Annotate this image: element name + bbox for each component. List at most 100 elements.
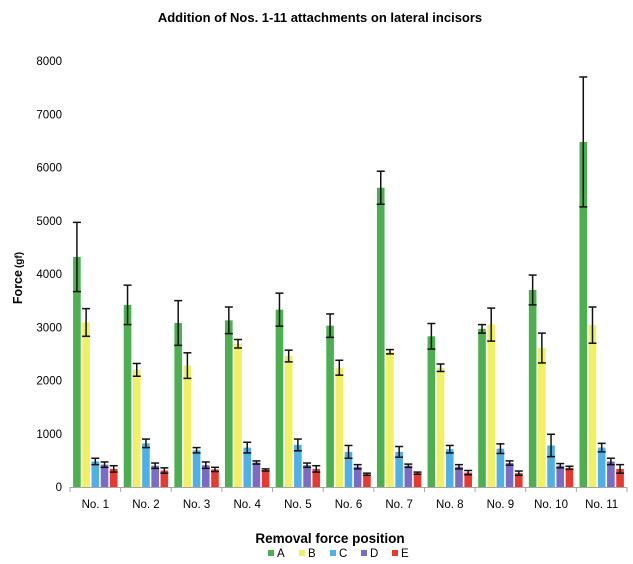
bar-d-5 [303,465,311,487]
error-bar-d-6 [353,463,362,470]
bar-b-1 [82,322,90,487]
error-bar-e-5 [312,464,321,473]
bar-c-8 [445,449,454,487]
chart-title: Addition of Nos. 1-11 attachments on lat… [158,10,482,25]
y-axis-ticks: 0 1000 2000 3000 4000 5000 6000 7000 8000 [36,56,62,494]
x-tick-label: No. 4 [233,499,261,511]
bar-e-7 [413,473,422,487]
y-tick-label: 8000 [36,56,62,68]
y-tick-label: 4000 [36,269,62,281]
error-bar-a-1 [72,221,81,293]
error-bar-d-2 [151,462,160,470]
x-tick-label: No. 7 [385,499,413,511]
error-bar-e-4 [261,468,270,472]
error-bar-a-2 [123,284,132,326]
error-bar-d-1 [100,461,109,469]
bar-b-3 [183,365,192,487]
bar-d-6 [353,466,362,487]
error-bar-e-1 [109,464,118,473]
bar-e-6 [363,474,371,487]
error-bar-a-4 [224,306,233,335]
legend-label-b: B [308,548,316,560]
error-bar-d-3 [201,461,210,470]
bar-a-4 [225,320,233,487]
error-bar-d-9 [505,460,514,466]
bar-a-11 [579,141,588,487]
bars-group [73,141,624,488]
bar-d-3 [201,465,210,487]
bar-e-10 [565,467,574,487]
bar-e-9 [515,473,523,487]
bar-e-2 [160,470,169,487]
bar-e-11 [616,468,624,487]
bar-a-3 [174,322,182,487]
error-bar-d-11 [606,457,615,466]
bar-d-10 [556,465,565,487]
error-bar-c-5 [293,438,302,452]
x-tick-label: No. 6 [335,499,363,511]
bar-a-5 [275,309,284,487]
bar-e-1 [109,468,118,487]
legend-label-e: E [401,548,409,560]
error-bar-d-4 [252,460,261,465]
error-bar-a-9 [478,323,487,334]
error-bar-d-8 [454,463,463,470]
bar-e-8 [464,472,472,487]
bar-c-11 [597,447,606,487]
bar-c-2 [142,443,150,487]
bar-a-9 [478,328,486,487]
bar-b-11 [588,325,597,487]
x-tick-label: No. 5 [284,499,312,511]
error-bar-e-10 [565,465,574,471]
bar-a-2 [123,304,132,487]
bar-e-5 [312,468,321,487]
error-bar-a-11 [579,76,588,208]
bar-c-6 [344,451,353,487]
svg-text:Force(gf): Force (gf) [11,252,25,304]
y-tick-label: 5000 [36,216,62,228]
error-bar-e-9 [514,470,523,477]
error-bar-b-8 [436,363,445,373]
error-bar-e-7 [413,471,422,475]
error-bar-b-5 [284,349,293,363]
bar-a-8 [427,336,436,487]
error-bar-b-4 [234,338,243,349]
bar-d-2 [151,465,159,487]
legend: A B C D E [268,548,409,560]
y-tick-label: 3000 [36,322,62,334]
legend-swatch-a [268,550,274,556]
x-tick-label: No. 9 [487,499,515,511]
x-axis-ticks: No. 1 No. 2 No. 3 No. 4 No. 5 No. 6 No. 7 No. 8… [69,487,628,511]
error-bar-b-11 [588,306,597,344]
x-tick-label: No. 8 [436,499,464,511]
bar-c-7 [395,451,403,487]
y-tick-label: 6000 [36,163,62,175]
y-tick-label: 2000 [36,376,62,388]
error-bar-c-1 [91,457,100,466]
error-bar-b-2 [132,362,141,377]
bar-a-1 [73,256,81,487]
bar-d-8 [455,466,463,487]
bar-b-9 [487,324,496,487]
x-tick-label: No. 1 [82,499,110,511]
error-bar-b-3 [183,352,192,380]
error-bar-a-5 [275,292,284,327]
error-bar-c-10 [547,433,556,458]
error-bar-c-8 [445,444,454,454]
error-bar-e-8 [464,469,473,476]
error-bar-d-5 [303,462,312,469]
x-tick-label: No. 2 [132,499,160,511]
error-bar-e-11 [616,463,625,474]
error-bar-b-10 [537,332,546,364]
bar-d-1 [100,464,109,487]
x-tick-label: No. 10 [534,499,568,511]
bar-b-10 [538,348,546,487]
error-bar-e-3 [210,466,219,473]
legend-swatch-b [299,550,305,556]
error-bar-a-3 [174,299,183,347]
bar-e-3 [211,469,219,487]
bar-d-7 [404,465,413,487]
bar-d-11 [607,461,615,487]
y-tick-label: 1000 [36,429,62,441]
error-bar-a-10 [528,274,537,306]
